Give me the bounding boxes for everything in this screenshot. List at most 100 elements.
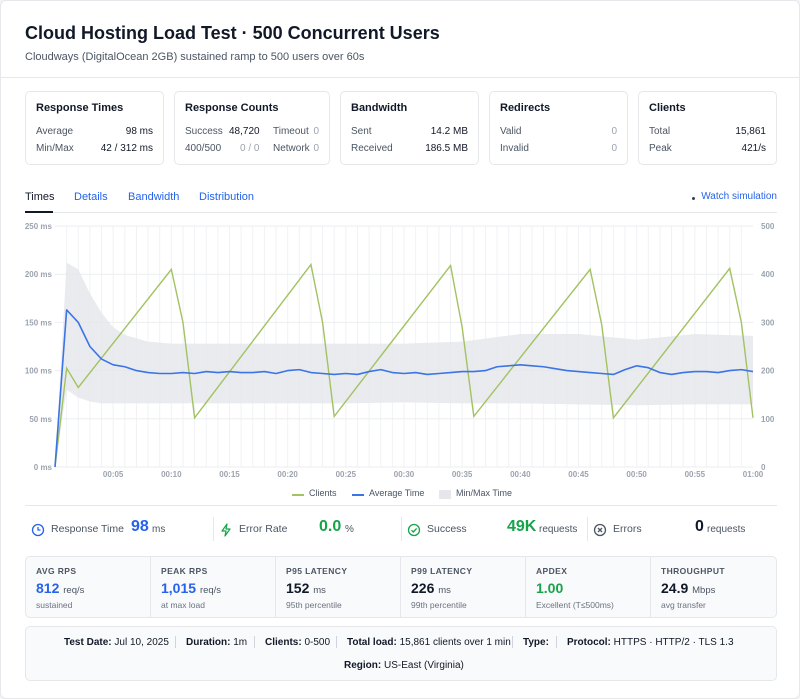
kpi-response-time-value: 98	[131, 518, 149, 535]
legend-clients-swatch	[292, 494, 304, 496]
page-title: Cloud Hosting Load Test · 500 Concurrent…	[25, 23, 440, 43]
chart-legend: Clients Average Time Min/Max Time	[25, 488, 777, 502]
clients-card: Clients Total 15,861 Peak 421/s	[638, 91, 777, 165]
kpi-separator	[401, 517, 402, 541]
redirects-card: Redirects Valid 0 Invalid 0	[489, 91, 628, 165]
protocol-value: HTTPS · HTTP/2 · TLS 1.3	[613, 637, 734, 648]
legend-minmax-swatch	[439, 490, 451, 499]
footer-separator	[336, 636, 337, 648]
metric-unit: Mbps	[692, 585, 716, 596]
metric-value: 226 ms	[411, 580, 451, 596]
minmax-band	[55, 262, 753, 467]
metric-unit: ms	[313, 585, 326, 596]
bandwidth-card: Bandwidth Sent 14.2 MB Received 186.5 MB	[340, 91, 479, 165]
test-date-value: Jul 10, 2025	[114, 637, 169, 648]
valid-row: Valid 0	[500, 126, 617, 140]
y-right-tick-label: 300	[761, 318, 775, 327]
kpi-separator	[587, 517, 588, 541]
total-label: Total	[649, 126, 671, 137]
legend-average-swatch	[352, 494, 364, 496]
metric-peak-rps: PEAK RPS 1,015 req/s at max load	[151, 557, 276, 617]
success-row: Success 48,720 Timeout 0	[185, 126, 319, 140]
metric-label: P99 LATENCY	[411, 566, 473, 576]
clients-range-value: 0-500	[304, 637, 331, 648]
total-load-label: Total load:	[347, 637, 397, 648]
clients-title: Clients	[649, 102, 686, 114]
total-load-value: 15,861 clients over 1 min	[399, 637, 511, 648]
test-type-label: Type:	[523, 637, 549, 648]
kpi-error-rate-unit: %	[345, 524, 354, 535]
average-time-line	[54, 309, 754, 468]
tab-bandwidth[interactable]: Bandwidth	[128, 191, 180, 203]
y-right-tick-label: 0	[761, 463, 766, 472]
kpi-errors-value: 0	[695, 518, 704, 535]
y-left-tick-label: 50 ms	[29, 415, 52, 424]
clients-line	[54, 262, 754, 468]
test-date: Test Date: Jul 10, 2025	[64, 637, 169, 648]
received-value: 186.5 MB	[425, 143, 468, 154]
kpi-success-label: Success	[427, 523, 467, 535]
kpi-errors-label: Errors	[613, 523, 642, 535]
legend-average-label: Average Time	[369, 488, 425, 498]
page-subtitle: Cloudways (DigitalOcean 2GB) sustained r…	[25, 51, 365, 63]
response-times-card: Response Times Average 98 ms Min/Max 42 …	[25, 91, 164, 165]
tab-details[interactable]: Details	[74, 191, 108, 203]
y-right-tick-label: 400	[761, 270, 775, 279]
success-label: Success	[185, 126, 223, 137]
metric-p95-latency: P95 LATENCY 152 ms 95th percentile	[276, 557, 401, 617]
kpi-response-time: Response Time 98 ms	[25, 513, 211, 547]
y-left-tick-label: 0 ms	[34, 463, 53, 472]
response-counts-card: Response Counts Success 48,720 Timeout 0…	[174, 91, 330, 165]
x-tick-label: 00:35	[452, 470, 473, 479]
x-tick-label: 00:10	[161, 470, 182, 479]
network-value: 0	[313, 143, 319, 154]
peak-value: 421/s	[741, 143, 766, 154]
metric-label: P95 LATENCY	[286, 566, 348, 576]
y-left-tick-label: 200 ms	[25, 270, 53, 279]
kpi-error-rate-label: Error Rate	[239, 523, 288, 535]
y-left-tick-label: 150 ms	[25, 318, 53, 327]
metric-number: 1.00	[536, 580, 564, 596]
peak-label: Peak	[649, 143, 672, 154]
watch-simulation-link[interactable]: Watch simulation	[701, 191, 777, 202]
metric-value: 812 req/s	[36, 580, 84, 596]
check-circle-icon	[407, 523, 421, 537]
response-counts-title: Response Counts	[185, 102, 279, 114]
invalid-row: Invalid 0	[500, 143, 617, 157]
y-right-tick-label: 500	[761, 222, 775, 231]
metric-caption: sustained	[36, 600, 73, 610]
minmax-row: Min/Max 42 / 312 ms	[36, 143, 153, 157]
metric-value: 24.9 Mbps	[661, 580, 715, 596]
x-tick-label: 00:05	[103, 470, 124, 479]
valid-label: Valid	[500, 126, 522, 137]
y-right-tick-label: 200	[761, 367, 775, 376]
metric-caption: 95th percentile	[286, 600, 342, 610]
tab-times[interactable]: Times	[25, 191, 55, 203]
total-row: Total 15,861	[649, 126, 766, 140]
bullet-icon	[692, 197, 695, 200]
x-tick-label: 01:00	[743, 470, 764, 479]
footer-separator	[254, 636, 255, 648]
kpi-error-rate: Error Rate 0.0 %	[213, 513, 399, 547]
protocol-label: Protocol:	[567, 637, 611, 648]
metric-number: 226	[411, 580, 435, 596]
y-left-tick-label: 250 ms	[25, 222, 53, 231]
metric-value: 1.00	[536, 580, 563, 596]
timeout-value: 0	[313, 126, 319, 137]
response-time-chart: 0 ms 50 ms 100 ms 150 ms 200 ms 250 ms 0 100 200…	[25, 216, 777, 506]
tab-distribution[interactable]: Distribution	[199, 191, 255, 203]
duration-label: Duration:	[186, 637, 231, 648]
redirects-title: Redirects	[500, 102, 551, 114]
sent-value: 14.2 MB	[430, 126, 468, 137]
response-times-title: Response Times	[36, 102, 124, 114]
received-label: Received	[351, 143, 393, 154]
region: Region: US-East (Virginia)	[344, 660, 464, 671]
x-tick-label: 00:30	[394, 470, 415, 479]
divider	[25, 505, 777, 506]
sent-label: Sent	[351, 126, 372, 137]
duration: Duration: 1m	[186, 637, 247, 648]
kpi-separator	[213, 517, 214, 541]
average-label: Average	[36, 126, 74, 137]
protocol: Protocol: HTTPS · HTTP/2 · TLS 1.3	[567, 637, 734, 648]
